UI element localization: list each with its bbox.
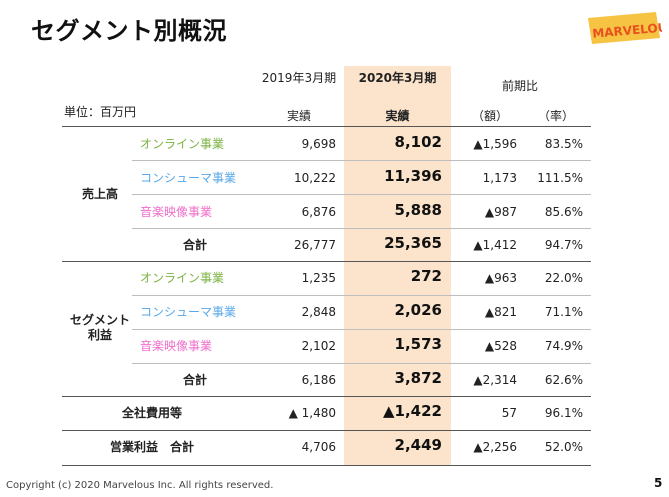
row-rate: 62.6% (544, 373, 583, 387)
row-diff: ▲528 (484, 339, 517, 353)
row-diff: ▲1,596 (473, 137, 517, 151)
row-diff: 1,173 (482, 171, 517, 185)
row-fy2019: 4,706 (301, 440, 336, 454)
row-label-music: 音楽映像事業 (140, 205, 213, 219)
row-fy2020: 11,396 (384, 167, 442, 185)
yoy-header: 前期比 (501, 79, 538, 93)
row-fy2019: 10,222 (294, 171, 336, 185)
row-label-sales-total: 合計 (183, 238, 208, 252)
row-fy2020: 8,102 (394, 133, 442, 151)
row-label-operating-profit: 営業利益 合計 (109, 440, 194, 454)
row-label-consumer: コンシューマ事業 (140, 171, 237, 185)
row-rate: 85.6% (544, 205, 583, 219)
group-sales: 売上高 (81, 187, 118, 201)
row-fy2020: 272 (410, 267, 442, 285)
row-label-online: オンライン事業 (140, 137, 225, 151)
row-label-corporate-expenses: 全社費用等 (121, 406, 182, 420)
row-fy2020: 1,573 (394, 335, 442, 353)
company-logo: MARVELOUS! (586, 8, 669, 48)
row-fy2020: 25,365 (384, 234, 442, 252)
row-fy2019: 26,777 (294, 238, 336, 252)
row-rate: 74.9% (544, 339, 583, 353)
page-title: セグメント別概況 (31, 17, 227, 45)
row-fy2020: 3,872 (394, 369, 442, 387)
row-diff: ▲821 (484, 305, 517, 319)
row-fy2020: 2,026 (394, 301, 442, 319)
row-label-profit-total: 合計 (183, 373, 208, 387)
amount-header: （額） (471, 109, 508, 123)
row-fy2019: 2,848 (301, 305, 336, 319)
row-fy2019: 6,876 (301, 205, 336, 219)
row-fy2020: 2,449 (394, 436, 442, 454)
row-diff: 57 (501, 406, 517, 420)
row-rate: 83.5% (544, 137, 583, 151)
row-rate: 71.1% (544, 305, 583, 319)
row-rate: 96.1% (544, 406, 583, 420)
row-rate: 94.7% (544, 238, 583, 252)
page-number: 5 (654, 476, 663, 490)
svg-text:MARVELOUS!: MARVELOUS! (592, 19, 662, 41)
row-rate: 22.0% (544, 271, 583, 285)
copyright: Copyright (c) 2020 Marvelous Inc. All ri… (6, 480, 274, 491)
row-fy2019: 6,186 (301, 373, 336, 387)
row-fy2019: 1,235 (301, 271, 336, 285)
row-diff: ▲963 (484, 271, 517, 285)
fy2020-header: 2020年3月期 (358, 71, 437, 85)
row-diff: ▲1,412 (473, 238, 517, 252)
row-fy2020: 5,888 (394, 201, 442, 219)
row-fy2019: 2,102 (301, 339, 336, 353)
group-segment-profit: セグメント 利益 (69, 313, 130, 342)
fy2020-actual-header: 実績 (385, 109, 410, 123)
row-label-online: オンライン事業 (140, 271, 225, 285)
row-fy2019: 9,698 (301, 137, 336, 151)
fy2019-header: 2019年3月期 (261, 71, 337, 85)
row-label-music: 音楽映像事業 (140, 339, 213, 353)
rate-header: （率） (537, 109, 574, 123)
unit-label: 単位：百万円 (64, 105, 137, 119)
row-diff: ▲2,314 (473, 373, 517, 387)
row-rate: 52.0% (544, 440, 583, 454)
row-diff: ▲987 (484, 205, 517, 219)
fy2019-actual-header: 実績 (286, 109, 311, 123)
row-label-consumer: コンシューマ事業 (140, 305, 237, 319)
row-fy2019: ▲ 1,480 (288, 406, 336, 420)
row-rate: 111.5% (537, 171, 583, 185)
row-diff: ▲2,256 (473, 440, 517, 454)
row-fy2020: ▲1,422 (383, 402, 442, 420)
fy2020-highlight-column (344, 66, 451, 466)
